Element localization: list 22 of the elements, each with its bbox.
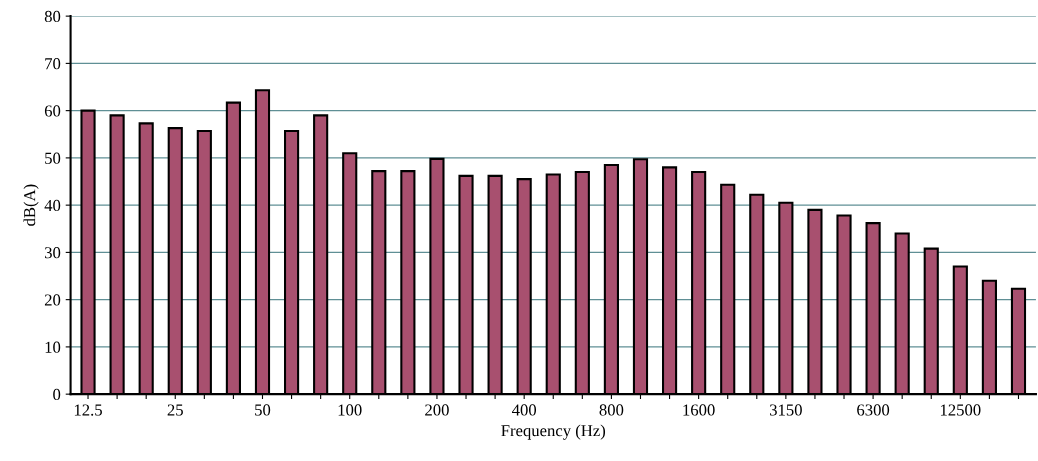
y-tick-label: 50	[45, 152, 61, 164]
y-tick-label: 70	[45, 58, 61, 70]
x-tick-label: 25	[167, 404, 183, 416]
x-tick-label: 3150	[770, 404, 802, 416]
y-tick-label: 20	[44, 294, 61, 306]
x-tick-label: 12.5	[74, 404, 102, 416]
y-tick-label: 10	[45, 341, 61, 353]
y-tick-label: 60	[44, 105, 61, 117]
x-tick-label: 800	[599, 404, 624, 416]
y-tick-label: 40	[44, 199, 61, 212]
x-tick-label: 50	[255, 404, 271, 416]
y-tick-label: 30	[44, 247, 61, 259]
x-tick-label: 200	[425, 404, 449, 416]
x-tick-label: 12500	[940, 404, 981, 416]
x-tick-label: 400	[512, 404, 537, 416]
x-tick-label: 1600	[683, 404, 715, 416]
x-tick-label: 100	[338, 404, 362, 416]
x-tick-label: 6300	[857, 404, 890, 416]
y-tick-label: 0	[53, 388, 61, 401]
x-axis-title: Frequency (Hz)	[501, 424, 606, 440]
y-axis-title: dB(A)	[23, 184, 39, 226]
y-tick-label: 80	[44, 10, 61, 23]
